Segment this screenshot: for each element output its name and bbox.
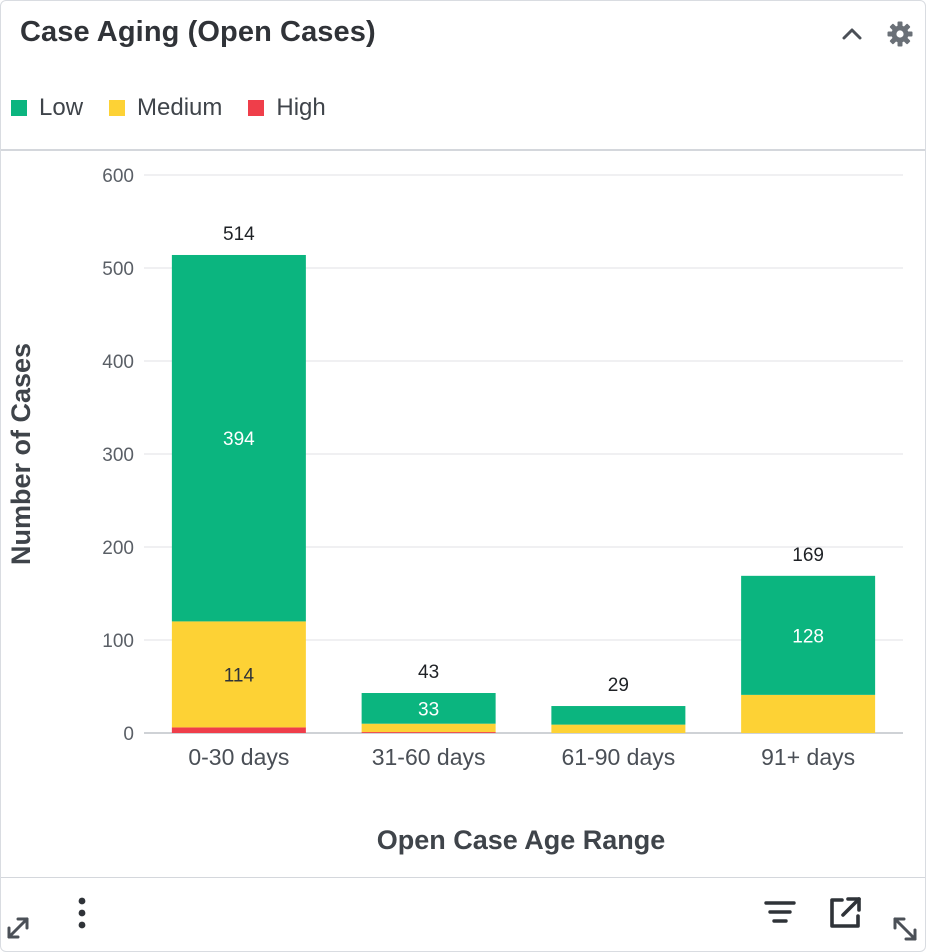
segment-data-label: 114	[224, 665, 255, 686]
collapse-button[interactable]	[837, 19, 867, 49]
widget-header: Case Aging (Open Cases)	[1, 1, 925, 71]
y-tick-label: 400	[102, 352, 134, 373]
bar-segment-medium	[171, 621, 306, 728]
y-tick-label: 300	[102, 445, 134, 466]
chevron-up-icon	[842, 28, 862, 40]
y-tick-label: 500	[102, 259, 134, 280]
y-tick-label: 200	[102, 538, 134, 559]
more-options-button[interactable]	[67, 896, 97, 932]
bar-segment-low	[361, 693, 496, 724]
diagonal-expand-icon	[7, 917, 29, 939]
diagonal-resize-icon	[893, 917, 917, 941]
vertical-dots-icon	[78, 897, 86, 929]
total-data-label: 43	[418, 662, 439, 683]
total-data-label: 514	[223, 224, 255, 245]
segment-data-label: 128	[792, 626, 824, 647]
legend-item-medium[interactable]: Medium	[109, 94, 222, 122]
filter-button[interactable]	[761, 896, 799, 930]
y-tick-label: 600	[102, 166, 134, 187]
y-tick-label: 0	[123, 724, 134, 745]
legend-item-low[interactable]: Low	[11, 94, 83, 122]
x-tick-label: 91+ days	[761, 744, 855, 770]
gear-icon	[887, 21, 913, 47]
y-axis-title: Number of Cases	[6, 343, 36, 565]
settings-button[interactable]	[885, 19, 915, 49]
bar-segment-low	[741, 575, 876, 695]
chart-legend: Low Medium High	[11, 94, 352, 122]
stacked-bar-chart: 0 100 200 300 400 500 600 Number of Cases Open C…	[6, 166, 903, 855]
bar-segment-high	[361, 732, 496, 733]
bar-segment-low	[551, 706, 686, 725]
legend-swatch-high	[248, 100, 265, 116]
legend-swatch-low	[11, 100, 27, 116]
expand-button[interactable]	[3, 913, 33, 943]
bar-segment-medium	[361, 723, 496, 733]
legend-swatch-medium	[109, 100, 126, 116]
segment-data-label: 394	[223, 429, 255, 450]
resize-handle[interactable]	[889, 913, 921, 945]
x-axis-title: Open Case Age Range	[377, 825, 666, 855]
legend-label-medium: Medium	[137, 94, 223, 121]
x-tick-label: 61-90 days	[561, 744, 675, 770]
segment-data-label: 33	[418, 699, 439, 720]
y-tick-label: 100	[102, 631, 134, 652]
x-tick-label: 0-30 days	[188, 744, 289, 770]
legend-item-high[interactable]: High	[248, 94, 326, 122]
open-in-new-button[interactable]	[825, 893, 865, 933]
bar-segment-low	[171, 254, 306, 622]
x-tick-label: 31-60 days	[372, 744, 486, 770]
header-divider	[1, 149, 925, 151]
widget-title: Case Aging (Open Cases)	[20, 16, 376, 48]
total-data-label: 169	[792, 545, 824, 566]
external-link-icon	[830, 897, 861, 928]
bar-segment-high	[171, 727, 306, 733]
total-data-label: 29	[608, 675, 629, 696]
bar-segment-medium	[741, 694, 876, 733]
bar-segment-medium	[551, 724, 686, 733]
legend-label-low: Low	[39, 94, 84, 121]
legend-label-high: High	[276, 94, 326, 121]
filter-lines-icon	[764, 901, 796, 923]
footer-divider	[1, 877, 925, 878]
